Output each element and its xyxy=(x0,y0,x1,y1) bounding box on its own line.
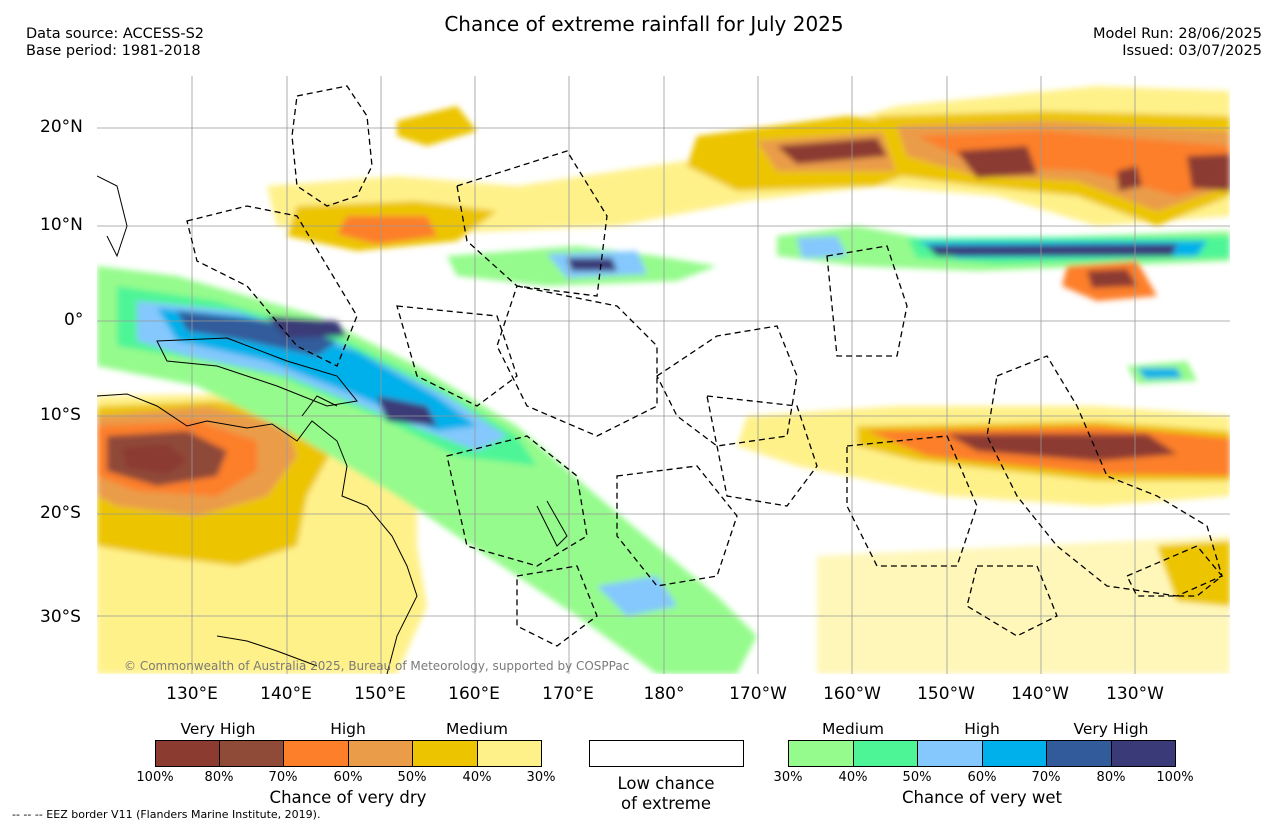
wet-swatch xyxy=(788,740,854,767)
wet-swatch xyxy=(917,740,983,767)
dry-swatch xyxy=(412,740,478,767)
lon-label-130e: 130°E xyxy=(166,684,218,704)
lon-label-130w: 130°W xyxy=(1106,684,1164,704)
lon-label-140e: 140°E xyxy=(260,684,312,704)
wet-swatch xyxy=(853,740,918,767)
lon-label-140w: 140°W xyxy=(1011,684,1069,704)
lat-label-10s: 10°S xyxy=(40,405,81,425)
dry-tick: 50% xyxy=(397,770,427,785)
coastlines xyxy=(97,175,568,674)
lon-label-150w: 150°W xyxy=(917,684,975,704)
wet-tick: 100% xyxy=(1156,770,1194,785)
wet-category-medium: Medium xyxy=(822,720,884,738)
low-chance-swatch xyxy=(589,740,744,767)
dry-tick: 100% xyxy=(136,770,174,785)
wet-category-high: High xyxy=(964,720,1000,738)
dry-swatch xyxy=(219,740,284,767)
wet-tick: 60% xyxy=(967,770,997,785)
wet-tick: 80% xyxy=(1096,770,1126,785)
low-chance-caption: Low chance of extreme xyxy=(617,774,714,814)
dry-swatch xyxy=(477,740,542,767)
lat-label-30s: 30°S xyxy=(40,607,81,627)
dry-category-high: High xyxy=(330,720,366,738)
lon-label-160w: 160°W xyxy=(823,684,881,704)
wet-caption: Chance of very wet xyxy=(902,788,1062,807)
wet-tick: 70% xyxy=(1031,770,1061,785)
lon-label-180: 180° xyxy=(643,684,685,704)
dry-caption: Chance of very dry xyxy=(269,788,427,807)
data-source: Data source: ACCESS-S2 xyxy=(26,26,205,42)
wet-tick: 50% xyxy=(902,770,932,785)
lon-label-160e: 160°E xyxy=(448,684,500,704)
eez-borders xyxy=(186,85,1223,647)
wet-swatch xyxy=(1046,740,1112,767)
copyright-credit: © Commonwealth of Australia 2025, Bureau… xyxy=(124,659,630,673)
wet-category-very-high: Very High xyxy=(1073,720,1149,738)
dry-tick: 30% xyxy=(526,770,556,785)
probability-fields xyxy=(97,86,1230,674)
lat-label-20n: 20°N xyxy=(40,117,83,137)
dry-category-very-high: Very High xyxy=(180,720,256,738)
lon-label-170e: 170°E xyxy=(542,684,594,704)
wet-swatch xyxy=(982,740,1047,767)
wet-tick: 40% xyxy=(838,770,868,785)
issued-date: Issued: 03/07/2025 xyxy=(1122,43,1262,59)
dry-tick: 40% xyxy=(462,770,492,785)
lat-label-equator: 0° xyxy=(64,310,84,330)
lat-label-20s: 20°S xyxy=(40,503,81,523)
model-run: Model Run: 28/06/2025 xyxy=(1092,26,1262,42)
low-chance-line1: Low chance xyxy=(617,774,715,793)
map-title: Chance of extreme rainfall for July 2025 xyxy=(444,12,844,36)
dry-swatch xyxy=(348,740,413,767)
dry-category-medium: Medium xyxy=(446,720,508,738)
dry-tick: 60% xyxy=(333,770,363,785)
map-canvas xyxy=(97,76,1230,674)
rainfall-map xyxy=(97,76,1230,674)
dry-tick: 70% xyxy=(268,770,298,785)
lat-label-10n: 10°N xyxy=(40,215,83,235)
graticule xyxy=(97,76,1230,674)
header-left: Data source: ACCESS-S2 Base period: 1981… xyxy=(26,26,204,60)
header-right: Model Run: 28/06/2025 Issued: 03/07/2025 xyxy=(1093,26,1262,60)
dry-swatch xyxy=(155,740,220,767)
dry-tick: 80% xyxy=(204,770,234,785)
base-period: Base period: 1981-2018 xyxy=(26,43,201,59)
dry-swatch xyxy=(283,740,349,767)
lon-label-170w: 170°W xyxy=(729,684,787,704)
low-chance-line2: of extreme xyxy=(620,794,712,813)
eez-note: -- -- -- EEZ border V11 (Flanders Marine… xyxy=(12,808,321,821)
wet-swatch xyxy=(1111,740,1176,767)
lon-label-150e: 150°E xyxy=(354,684,406,704)
wet-tick: 30% xyxy=(773,770,803,785)
